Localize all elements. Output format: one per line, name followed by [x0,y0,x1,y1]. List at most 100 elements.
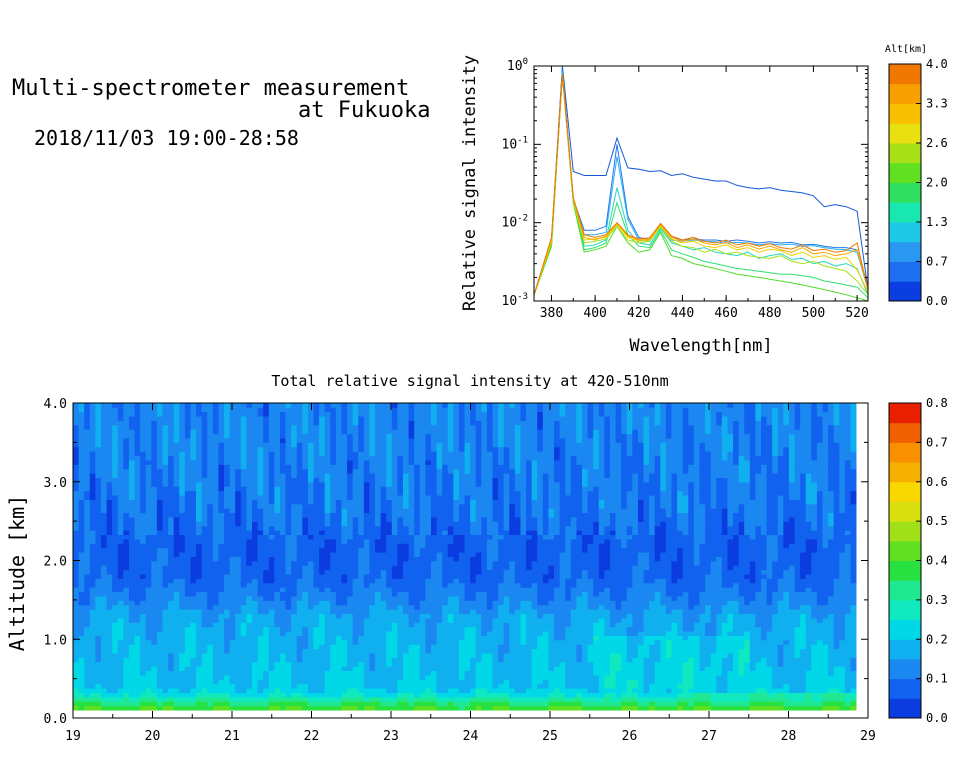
heatmap-cell [453,503,460,509]
heatmap-cell [335,644,342,650]
heatmap-cell [403,433,409,439]
heatmap-cell [352,604,359,610]
heatmap-cell [263,604,270,610]
heatmap-cell [112,560,119,566]
heatmap-cell [84,451,91,457]
heatmap-cell [386,543,393,549]
heatmap-cell [335,657,342,663]
heatmap-cell [313,517,320,522]
heatmap-cell [95,596,102,601]
heatmap-cell [246,661,253,667]
heatmap-cell [196,508,203,514]
heatmap-cell [246,653,253,658]
heatmap-cell [347,495,354,500]
heatmap-cell [257,455,264,461]
heatmap-cell [447,701,454,707]
heatmap-cell [436,552,443,557]
heatmap-cell [430,438,437,443]
heatmap-cell [330,648,337,654]
heatmap-cell [313,705,320,711]
heatmap-cell [363,679,370,685]
heatmap-cell [335,403,342,408]
heatmap-cell [89,591,96,597]
heatmap-cell [134,416,141,421]
heatmap-cell [240,539,247,544]
heatmap-cell [307,411,314,417]
heatmap-cell [363,617,370,623]
heatmap-cell [425,420,432,426]
heatmap-cell [330,587,337,593]
heatmap-cell [403,670,409,676]
heatmap-cell [335,455,342,461]
heatmap-cell [425,530,432,536]
heatmap-cell [235,635,242,641]
heatmap-cell [212,556,219,562]
heatmap-cell [442,407,449,413]
heatmap-cell [447,451,454,457]
heatmap-cell [218,508,225,514]
heatmap-cell [386,560,393,566]
heatmap-cell [235,670,242,676]
heatmap-cell [414,552,421,557]
spectrum-series-9 [533,73,869,295]
heatmap-cell [447,587,454,593]
heatmap-cell [268,631,275,636]
heatmap-cell [229,696,236,702]
heatmap-cell [162,547,169,553]
heatmap-cell [268,486,275,492]
heatmap-cell [425,591,432,597]
heatmap-cell [291,451,298,457]
heatmap-cell [235,701,242,707]
heatmap-cell [84,701,91,707]
heatmap-cell [128,495,135,500]
heatmap-cell [419,701,426,707]
heatmap-cell [212,609,219,614]
heatmap-cell [134,499,141,505]
heatmap-cell [358,578,365,584]
heatmap-cell [257,696,264,702]
heatmap-cell [391,626,398,632]
heatmap-cell [106,705,113,711]
heatmap-cell [403,473,409,478]
heatmap-cell [324,486,331,492]
heatmap-cell [212,644,219,650]
heatmap-cell [140,574,147,579]
heatmap-cell [447,534,454,540]
heatmap-cell [436,679,443,685]
heatmap-cell [207,596,214,601]
heatmap-cell [201,613,208,619]
heatmap-cell [313,468,320,474]
heatmap-cell [263,499,270,505]
heatmap-cell [369,451,376,457]
heatmap-cell [307,442,314,448]
heatmap-cell [212,503,219,509]
heatmap-cell [352,420,359,426]
heatmap-cell [212,639,219,645]
heatmap-cell [453,429,460,435]
heatmap-cell [352,468,359,474]
heatmap-cell [279,455,286,461]
heatmap-cell [173,481,180,487]
heatmap-cell [341,648,348,654]
heatmap-cell [330,666,337,672]
heatmap-cell [78,438,85,443]
heatmap-cell [240,543,247,549]
heatmap-cell [391,455,398,461]
heatmap-cell [397,429,404,435]
spectrum-series-7 [533,74,869,295]
heatmap-cell [458,670,465,676]
heatmap-cell [128,661,135,667]
heatmap-cell [106,464,113,470]
heatmap-cell [224,635,231,641]
heatmap-cell [251,657,258,663]
heatmap-cell [123,403,130,408]
heatmap-cell [380,420,387,426]
heatmap-cell [341,591,348,597]
heatmap-cell [352,587,359,593]
heatmap-cell [179,587,186,593]
heatmap-cell [307,521,314,527]
heatmap-cell [419,424,426,430]
heatmap-cell [240,411,247,417]
heatmap-cell [453,477,460,483]
heatmap-cell [145,438,152,443]
